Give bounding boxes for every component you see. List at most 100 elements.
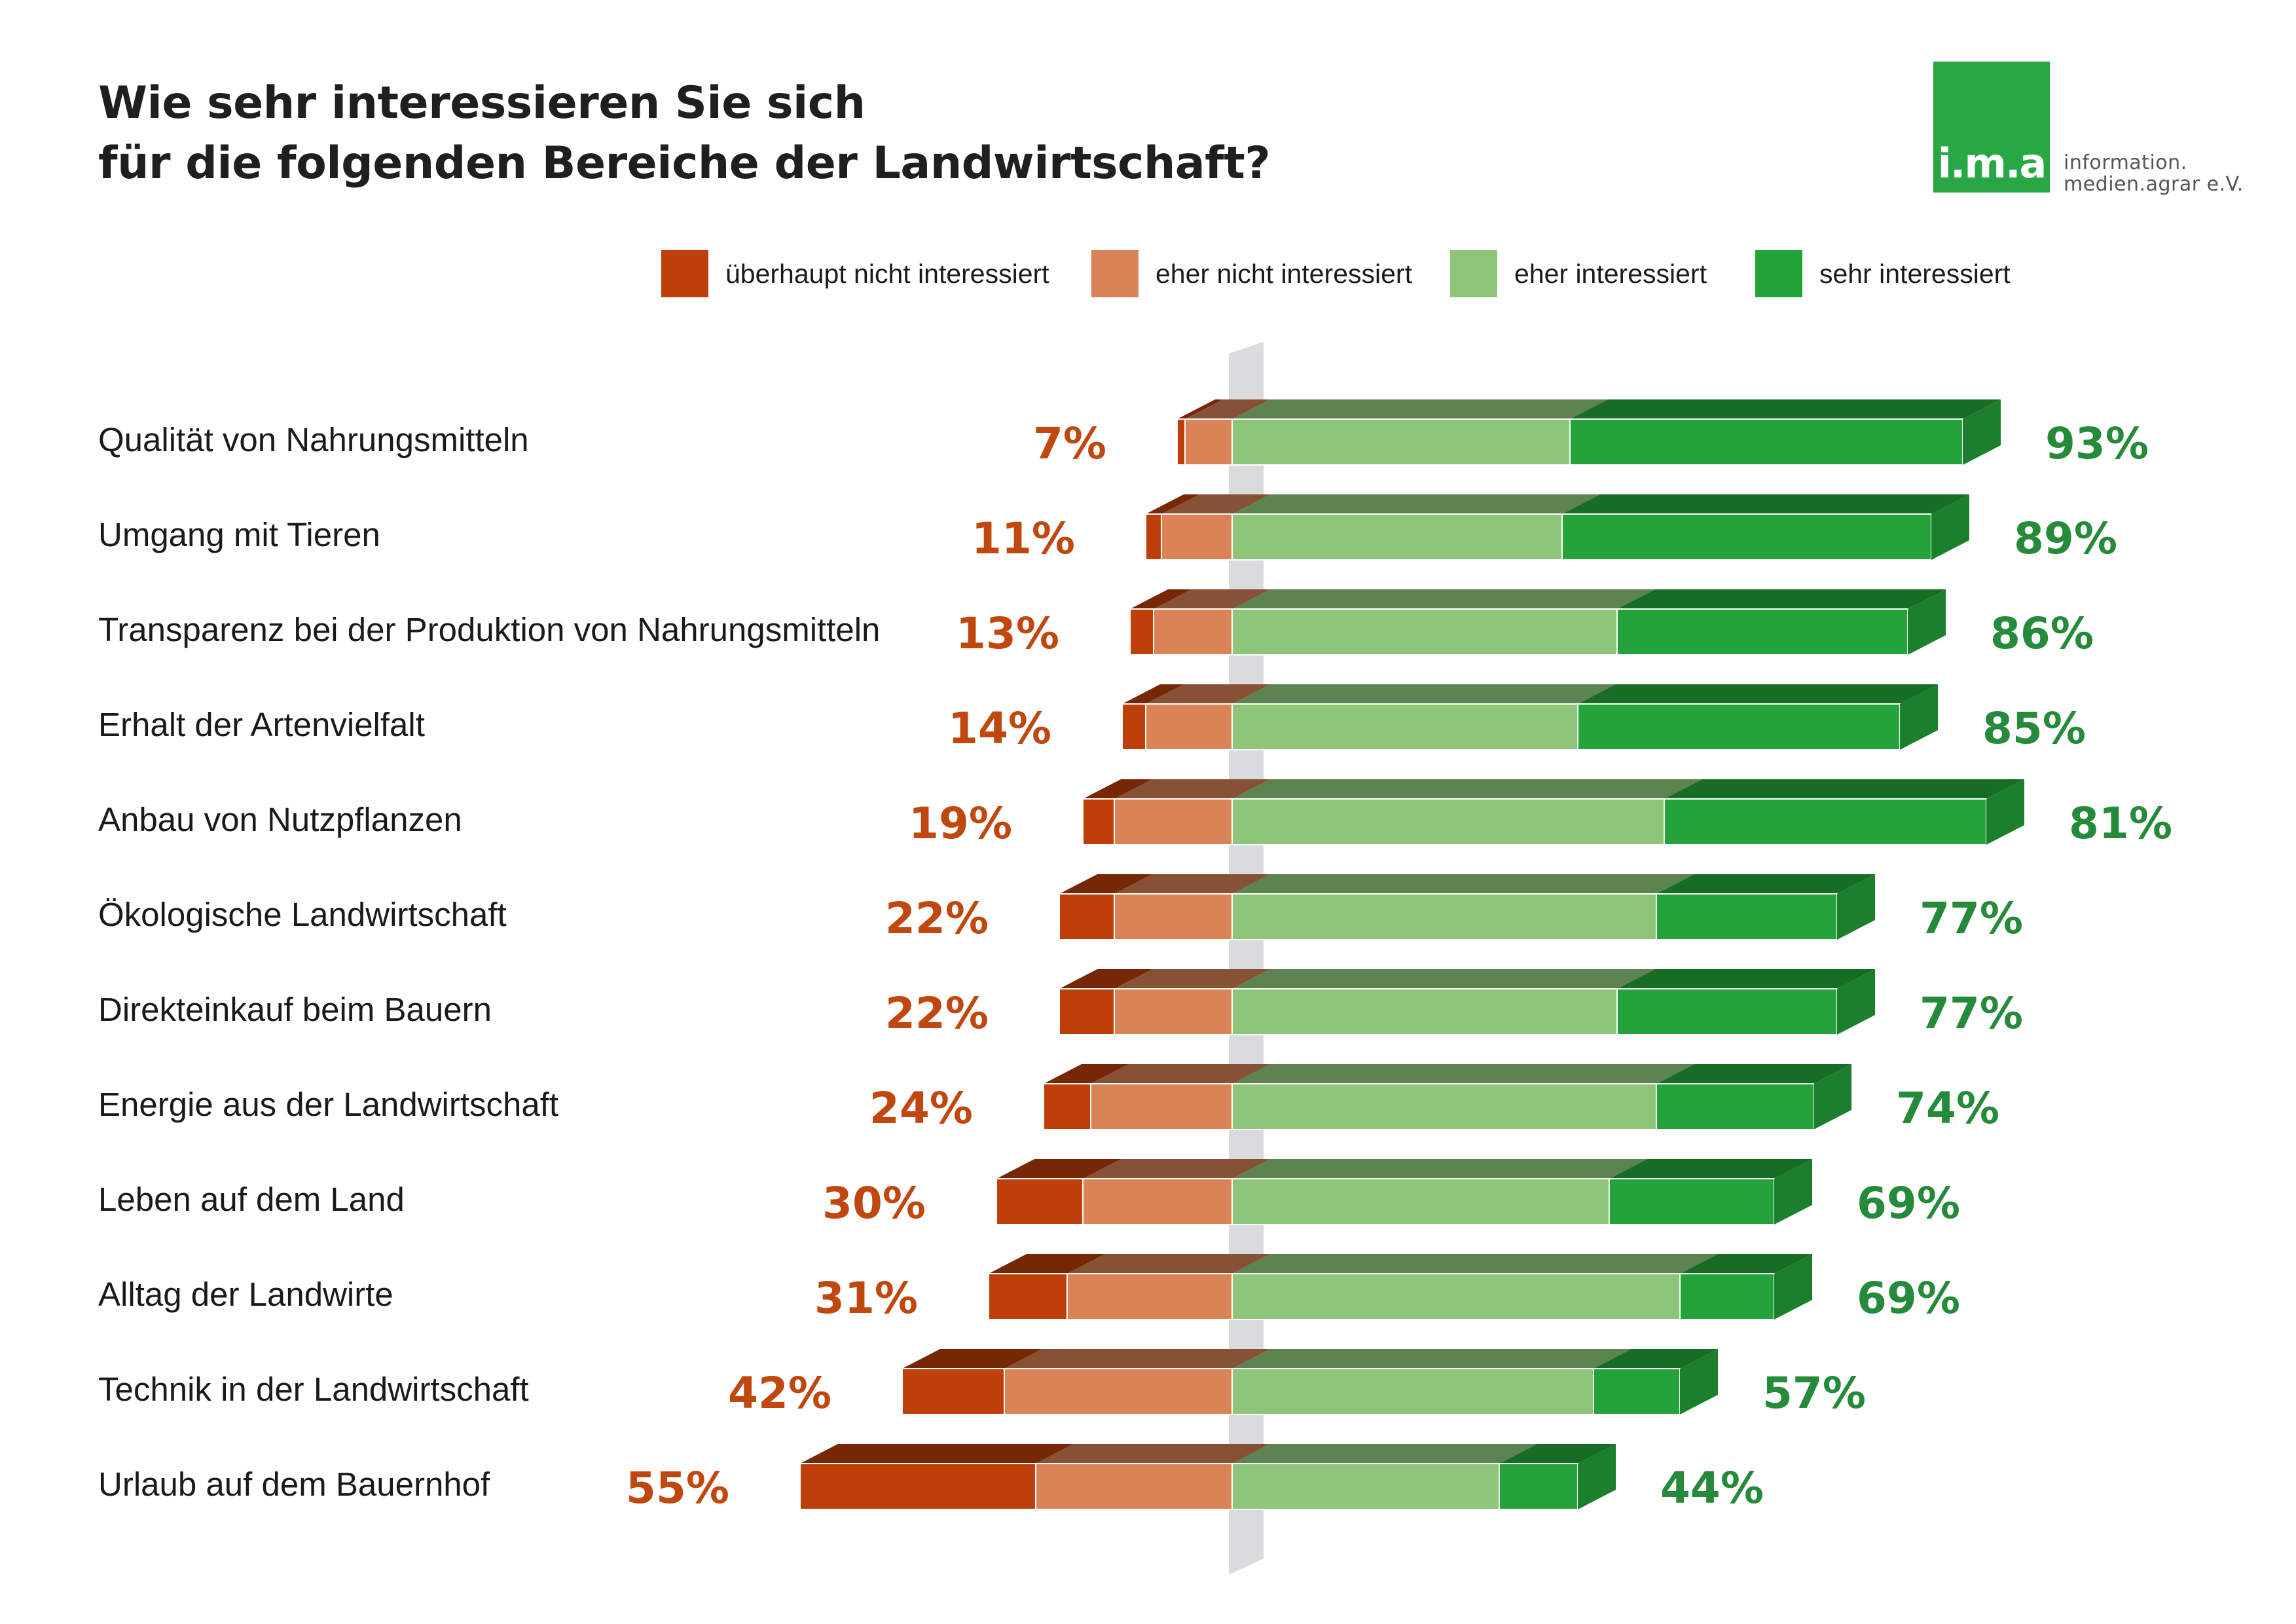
chart-title: Wie sehr interessieren Sie sich für die … [98, 73, 1271, 194]
bar-segment-eher-nicht-top [1185, 399, 1270, 419]
bar-segment-sehr-interessiert [1593, 1368, 1681, 1415]
bar-segment-sehr-interessiert [1569, 418, 1963, 466]
positive-total-label: 86% [1990, 608, 2094, 659]
bar-segment-eher-nicht [1114, 798, 1233, 845]
positive-total-label: 57% [1762, 1368, 1866, 1418]
category-label: Umgang mit Tieren [98, 516, 380, 553]
category-label: Direkteinkauf beim Bauern [98, 991, 492, 1028]
category-label: Technik in der Landwirtschaft [98, 1371, 529, 1408]
legend-swatch [1450, 250, 1497, 297]
legend-item-eher-nicht: eher nicht interessiert [1091, 248, 1412, 300]
bar-segment-sehr-interessiert-top [1664, 779, 2024, 799]
bar-segment-ueberhaupt-nicht-top [1130, 589, 1192, 609]
category-label: Leben auf dem Land [98, 1181, 405, 1218]
bar-segment-ueberhaupt-nicht-top [989, 1254, 1105, 1274]
bar-segment-eher-nicht [1161, 513, 1233, 561]
bar-segment-sehr-interessiert [1664, 798, 1987, 845]
bar-segment-eher-nicht [1184, 418, 1233, 466]
positive-total-label: 44% [1660, 1463, 1764, 1513]
bar-segment-ueberhaupt-nicht [902, 1368, 1005, 1415]
bar-segment-ueberhaupt-nicht [1121, 703, 1146, 750]
bar-segment-sehr-interessiert-top [1562, 494, 1969, 514]
positive-total-label: 77% [1920, 988, 2023, 1039]
bar-segment-eher-nicht [1114, 893, 1233, 940]
bar-segment-eher-nicht-top [1083, 1159, 1270, 1179]
negative-total-label: 13% [956, 608, 1059, 659]
organization-name: information. medien.agrar e.V. [2064, 152, 2244, 195]
category-label: Anbau von Nutzpflanzen [98, 801, 462, 838]
negative-total-label: 22% [885, 988, 989, 1039]
legend-item-sehr-interessiert: sehr interessiert [1755, 248, 2011, 300]
bar-segment-eher-interessiert [1231, 988, 1618, 1035]
positive-total-label: 74% [1896, 1083, 1999, 1134]
legend-swatch [1755, 250, 1802, 297]
bar-segment-ueberhaupt-nicht-top [1146, 494, 1199, 514]
negative-total-label: 55% [626, 1463, 729, 1513]
negative-total-label: 42% [728, 1368, 831, 1418]
organization-name-line1: information. [2064, 151, 2187, 174]
bar-segment-eher-interessiert-top [1232, 589, 1655, 609]
bar-end-side [1963, 399, 2001, 465]
legend-item-eher-interessiert: eher interessiert [1450, 248, 1707, 300]
bar-segment-eher-interessiert [1231, 513, 1563, 561]
bar-segment-ueberhaupt-nicht [996, 1178, 1084, 1225]
bar-segment-ueberhaupt-nicht-top [1177, 399, 1223, 419]
ima-logo: i.m.a [1933, 62, 2050, 193]
bar-segment-eher-nicht-top [1067, 1254, 1270, 1274]
bar-segment-sehr-interessiert [1679, 1273, 1775, 1320]
chart-title-line1: Wie sehr interessieren Sie sich [98, 77, 866, 129]
positive-total-label: 93% [2045, 418, 2149, 469]
bar-segment-eher-interessiert-top [1232, 1444, 1537, 1464]
bar-segment-eher-interessiert [1231, 1083, 1657, 1130]
bar-end-side [1813, 1064, 1851, 1130]
bar-end-side [1774, 1159, 1812, 1225]
negative-total-label: 7% [1033, 418, 1106, 469]
bar-segment-eher-interessiert [1231, 418, 1571, 466]
bar-segment-eher-nicht [1145, 703, 1233, 750]
bar-segment-sehr-interessiert-top [1617, 969, 1875, 989]
positive-total-label: 89% [2014, 513, 2117, 564]
bar-segment-ueberhaupt-nicht-top [996, 1159, 1121, 1179]
bar-segment-sehr-interessiert-top [1617, 589, 1946, 609]
bar-segment-sehr-interessiert-top [1578, 684, 1938, 704]
bar-segment-eher-interessiert-top [1232, 779, 1702, 799]
bar-segment-eher-nicht-top [1146, 684, 1270, 704]
category-label: Qualität von Nahrungsmitteln [98, 421, 529, 458]
positive-total-label: 81% [2069, 798, 2172, 849]
bar-segment-eher-nicht-top [1161, 494, 1270, 514]
bar-segment-ueberhaupt-nicht [1129, 608, 1154, 655]
bar-segment-eher-interessiert [1231, 608, 1618, 655]
chart-title-line2: für die folgenden Bereiche der Landwirts… [98, 138, 1271, 189]
organization-name-line2: medien.agrar e.V. [2064, 173, 2244, 196]
bar-end-side [1986, 779, 2024, 845]
bar-segment-eher-interessiert-top [1232, 874, 1694, 894]
bar-segment-eher-nicht [1082, 1178, 1233, 1225]
bar-segment-eher-interessiert [1231, 798, 1665, 845]
bar-segment-ueberhaupt-nicht-top [1059, 969, 1152, 989]
bar-segment-sehr-interessiert-top [1594, 1349, 1718, 1369]
negative-total-label: 22% [885, 893, 989, 944]
bar-segment-ueberhaupt-nicht-top [902, 1349, 1042, 1369]
bar-segment-ueberhaupt-nicht-top [1122, 684, 1184, 704]
bar-segment-eher-interessiert [1231, 1273, 1681, 1320]
bar-segment-ueberhaupt-nicht [1059, 893, 1115, 940]
bar-segment-eher-interessiert-top [1232, 494, 1600, 514]
bar-segment-eher-interessiert-top [1232, 969, 1655, 989]
negative-total-label: 31% [814, 1273, 918, 1323]
bar-segment-eher-nicht-top [1036, 1444, 1270, 1464]
bar-segment-eher-interessiert [1231, 893, 1657, 940]
positive-total-label: 77% [1920, 893, 2023, 944]
bar-segment-sehr-interessiert [1616, 988, 1838, 1035]
bar-segment-sehr-interessiert [1656, 1083, 1814, 1130]
bar-segment-eher-nicht [1035, 1463, 1233, 1510]
bar-segment-ueberhaupt-nicht-top [800, 1444, 1074, 1464]
category-label: Urlaub auf dem Bauernhof [98, 1466, 490, 1503]
negative-total-label: 30% [822, 1178, 926, 1228]
bar-segment-sehr-interessiert-top [1570, 399, 2001, 419]
bar-segment-eher-nicht-top [1114, 969, 1270, 989]
bar-segment-eher-interessiert-top [1232, 1349, 1631, 1369]
negative-total-label: 24% [869, 1083, 973, 1134]
bar-segment-eher-nicht [1153, 608, 1233, 655]
bar-segment-sehr-interessiert [1499, 1463, 1578, 1510]
